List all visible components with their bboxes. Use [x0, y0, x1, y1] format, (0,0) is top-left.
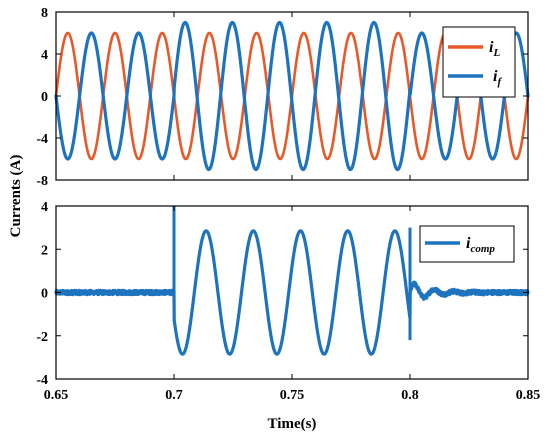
bottom-xtick-label: 0.65 — [44, 388, 69, 403]
bottom-ytick-label: -2 — [36, 330, 48, 345]
x-axis-title: Time(s) — [268, 416, 317, 432]
bottom-ticks: -4 -2 0 2 4 0.65 0.7 0.75 0.8 0.85 — [36, 200, 540, 403]
top-ytick-label: -4 — [36, 132, 48, 147]
bottom-panel: -4 -2 0 2 4 0.65 0.7 0.75 0.8 0.85 icomp — [36, 200, 540, 403]
bottom-ytick-label: 0 — [41, 287, 48, 302]
top-legend-box — [442, 26, 516, 98]
bottom-ytick-label: 4 — [41, 200, 48, 215]
bottom-ytick-label: 2 — [41, 243, 48, 258]
top-legend: iL if — [442, 26, 516, 98]
bottom-legend: icomp — [419, 225, 515, 263]
bottom-series-comp — [54, 229, 530, 356]
legend-label-iL: iL — [489, 39, 500, 59]
top-ytick-label: 8 — [41, 6, 48, 21]
top-ytick-label: 0 — [41, 90, 48, 105]
y-axis-title: Currents (A) — [8, 155, 24, 238]
bottom-xtick-label: 0.8 — [401, 388, 419, 403]
top-ytick-label: -8 — [36, 174, 48, 189]
bottom-xtick-label: 0.75 — [280, 388, 305, 403]
top-series-f — [54, 20, 530, 172]
top-panel: -8 -4 0 4 8 iL if — [36, 6, 530, 189]
top-ytick-label: 4 — [41, 48, 48, 63]
legend-label-if: if — [493, 68, 502, 88]
bottom-xtick-label: 0.7 — [165, 388, 183, 403]
bottom-ytick-label: -4 — [36, 373, 48, 388]
bottom-series-group — [54, 206, 530, 356]
top-ticks: -8 -4 0 4 8 — [36, 6, 529, 189]
bottom-xtick-label: 0.85 — [516, 388, 541, 403]
legend-label-icomp: icomp — [466, 235, 495, 255]
